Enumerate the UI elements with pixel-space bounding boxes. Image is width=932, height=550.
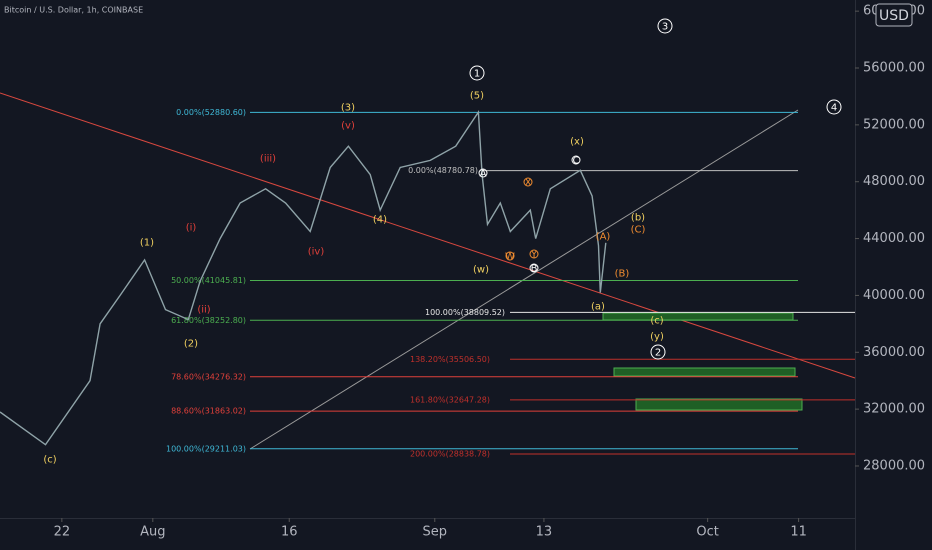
x-tick-label: Aug [140, 525, 165, 540]
wave-label: (c) [43, 455, 56, 466]
wave-label: Y [530, 250, 538, 261]
fib-level-label: 200.00%(28838.78) [410, 450, 490, 459]
wave-label: A [480, 169, 487, 180]
trend-line [0, 92, 856, 379]
price-line [0, 109, 607, 446]
wave-label: 4 [831, 103, 837, 114]
wave-circle [505, 251, 515, 261]
fib-level-label: 100.00%(38809.52) [425, 308, 505, 317]
wave-label: (C) [631, 225, 646, 236]
wave-label: 2 [655, 348, 661, 359]
wave-circle [523, 177, 533, 187]
fib-level-label: 100.00%(29211.03) [166, 444, 246, 453]
wave-label: (y) [650, 332, 664, 343]
wave-circle [469, 65, 485, 81]
wave-label: (iii) [260, 154, 276, 165]
wave-label: (v) [341, 121, 355, 132]
target-zone [613, 367, 796, 377]
x-tick-label: 16 [281, 525, 298, 540]
wave-circle [826, 99, 842, 115]
wave-label: (B) [615, 269, 630, 280]
wave-label: (w) [473, 265, 489, 276]
wave-label: (2) [184, 339, 198, 350]
wave-circle [657, 18, 673, 34]
fib-level-label: 88.60%(31863.02) [171, 407, 246, 416]
wave-label: (3) [341, 103, 355, 114]
wave-label: (x) [570, 137, 584, 148]
wave-circle [478, 168, 488, 178]
fib-level-label: 138.20%(35506.50) [410, 355, 490, 364]
wave-label: (a) [591, 302, 605, 313]
y-tick-label: 52000.00 [863, 117, 925, 132]
wave-label: (c) [650, 316, 663, 327]
y-tick-label: 36000.00 [863, 345, 925, 360]
wave-label: (ii) [197, 305, 210, 316]
y-tick-label: 44000.00 [863, 231, 925, 246]
wave-label: (b) [631, 213, 645, 224]
x-tick-label: 13 [536, 525, 553, 540]
y-tick-label: 32000.00 [863, 402, 925, 417]
fib-level-label: 161.80%(32647.28) [410, 395, 490, 404]
wave-label: (1) [140, 238, 154, 249]
y-tick-label: 48000.00 [863, 174, 925, 189]
wave-label: X [525, 178, 532, 189]
chart-title: Bitcoin / U.S. Dollar, 1h, COINBASE [4, 6, 143, 15]
target-zone [635, 398, 803, 411]
wave-label: (4) [373, 215, 387, 226]
currency-box[interactable] [875, 3, 913, 27]
y-tick-label: 28000.00 [863, 458, 925, 473]
wave-label: (i) [186, 223, 197, 234]
fib-level-label: 0.00%(48780.78) [408, 166, 478, 175]
fib-level-label: 78.60%(34276.32) [171, 372, 246, 381]
trend-line [249, 109, 799, 450]
y-tick-label: 56000.00 [863, 61, 925, 76]
y-tick-label: 40000.00 [863, 288, 925, 303]
x-tick-label: Sep [423, 525, 448, 540]
x-tick-label: 11 [790, 525, 807, 540]
wave-circle [529, 263, 539, 273]
x-tick-label: Oct [696, 525, 718, 540]
wave-circle [650, 344, 666, 360]
wave-label: (A) [596, 232, 611, 243]
wave-label: 1 [474, 69, 480, 80]
wave-label: W [505, 252, 515, 263]
wave-circle [571, 155, 581, 165]
fib-level-label: 61.80%(38252.80) [171, 316, 246, 325]
wave-label: (5) [470, 91, 484, 102]
wave-label: C [573, 156, 580, 167]
wave-label: B [531, 264, 538, 275]
currency-label[interactable]: USD [879, 8, 909, 24]
wave-label: (iv) [308, 247, 325, 258]
wave-label: 3 [662, 22, 668, 33]
fib-level-label: 0.00%(52880.60) [176, 108, 246, 117]
fib-level-label: 50.00%(41045.81) [171, 276, 246, 285]
target-zone [602, 312, 794, 321]
wave-circle [529, 249, 539, 259]
x-tick-label: 22 [54, 525, 71, 540]
